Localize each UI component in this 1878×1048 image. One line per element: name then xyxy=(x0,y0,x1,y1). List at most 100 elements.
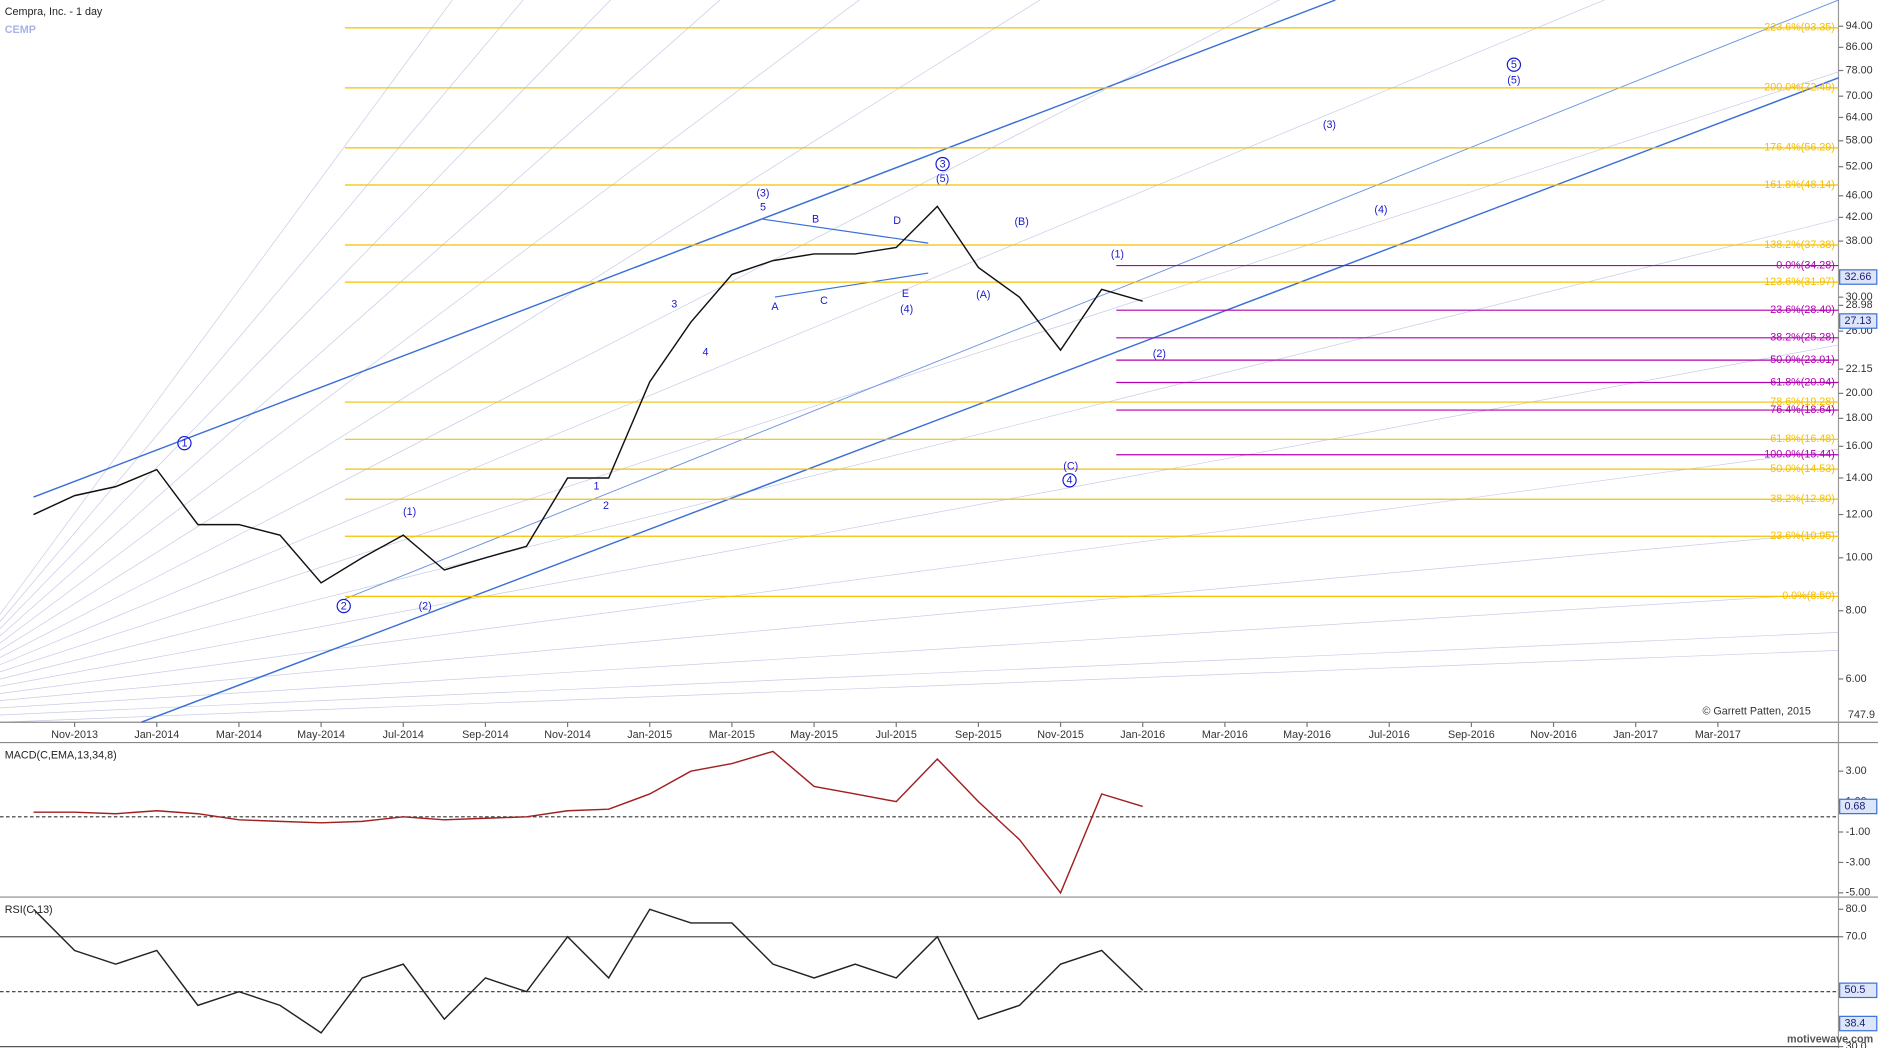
wave-label: (4) xyxy=(900,303,913,315)
fib-label: 223.6%(93.35) xyxy=(1764,22,1835,34)
value-marker-label: 32.66 xyxy=(1844,271,1871,283)
value-marker xyxy=(1839,982,1878,999)
wave-circle xyxy=(935,156,950,172)
y-tick-label: 28.98 xyxy=(1846,299,1873,311)
wave-label: 1 xyxy=(593,481,599,493)
wave-label: 5 xyxy=(1511,59,1517,71)
wave-label: 4 xyxy=(1067,475,1073,487)
fan-line xyxy=(0,0,453,615)
x-tick-label: Nov-2015 xyxy=(1037,729,1084,741)
y-tick-label: 30.0 xyxy=(1846,1040,1867,1048)
x-tick-label: Jan-2016 xyxy=(1120,729,1165,741)
y-tick-label: 6.00 xyxy=(1846,673,1867,685)
value-marker xyxy=(1839,313,1878,329)
x-tick-label: Jul-2016 xyxy=(1369,729,1410,741)
wave-circle xyxy=(336,598,351,614)
value-marker-label: 27.13 xyxy=(1844,315,1871,327)
x-tick-label: May-2015 xyxy=(790,729,838,741)
y-tick-label: 22.15 xyxy=(1846,363,1873,375)
x-tick-label: Mar-2016 xyxy=(1202,729,1248,741)
fib-label: 100.0%(15.44) xyxy=(1764,449,1835,461)
y-tick-label: 80.0 xyxy=(1846,903,1867,915)
wave-circle xyxy=(1062,473,1077,488)
series-line xyxy=(33,205,1143,584)
triangle-line xyxy=(774,272,929,298)
fan-line xyxy=(0,448,1839,694)
fib-label: 50.0%(14.53) xyxy=(1770,463,1835,475)
value-marker-label: 38.4 xyxy=(1844,1017,1865,1029)
x-tick-label: Jul-2015 xyxy=(876,729,917,741)
y-tick-label: 94.00 xyxy=(1846,20,1873,32)
symbol: CEMP xyxy=(5,24,36,36)
x-tick-label: Jul-2014 xyxy=(383,729,424,741)
fib-label: 0.0%(34.28) xyxy=(1776,259,1835,271)
y-tick-label: 3.00 xyxy=(1846,765,1867,777)
y-tick-label: 20.00 xyxy=(1846,387,1873,399)
fan-line xyxy=(0,0,524,622)
x-tick-label: Nov-2013 xyxy=(51,729,98,741)
fan-line xyxy=(0,0,860,644)
volume-label: 747.9 xyxy=(1848,709,1875,721)
x-tick-label: Mar-2014 xyxy=(216,729,262,741)
fib-label: 0.0%(8.50) xyxy=(1782,590,1835,602)
fan-line xyxy=(0,0,1041,651)
wave-label: (1) xyxy=(403,506,416,518)
x-tick-label: Mar-2015 xyxy=(709,729,755,741)
y-tick-label: 38.00 xyxy=(1846,235,1873,247)
wave-label: (3) xyxy=(1323,119,1336,131)
fib-label: 38.2%(25.28) xyxy=(1770,332,1835,344)
wave-label: (2) xyxy=(1153,348,1166,360)
triangle-line xyxy=(762,218,929,244)
wave-label: (C) xyxy=(1063,460,1078,472)
fib-label: 50.0%(23.01) xyxy=(1770,354,1835,366)
y-tick-label: 64.00 xyxy=(1846,111,1873,123)
x-tick-label: Jan-2014 xyxy=(134,729,179,741)
wave-label: C xyxy=(820,295,828,307)
fan-line xyxy=(0,0,1606,666)
y-tick-label: 8.00 xyxy=(1846,605,1867,617)
fan-line xyxy=(0,0,612,630)
y-tick-label: 16.00 xyxy=(1846,440,1873,452)
y-tick-label: 10.00 xyxy=(1846,552,1873,564)
wave-label: 5 xyxy=(760,202,766,214)
x-tick-label: Sep-2014 xyxy=(462,729,509,741)
fib-label: 23.6%(10.95) xyxy=(1770,530,1835,542)
value-marker xyxy=(1839,1015,1878,1032)
fib-label: 176.4%(56.29) xyxy=(1764,142,1835,154)
wave-label: D xyxy=(893,215,901,227)
fib-label: 161.8%(48.14) xyxy=(1764,179,1835,191)
y-tick-label: 12.00 xyxy=(1846,508,1873,520)
y-tick-label: 46.00 xyxy=(1846,190,1873,202)
fan-line xyxy=(0,632,1839,716)
x-tick-label: Mar-2017 xyxy=(1695,729,1741,741)
fan-line xyxy=(0,649,1839,723)
fib-label: 38.2%(12.80) xyxy=(1770,493,1835,505)
y-tick-label: 14.00 xyxy=(1846,472,1873,484)
fan-line xyxy=(0,218,1839,680)
wave-label: E xyxy=(902,288,909,300)
wave-label: A xyxy=(771,301,779,313)
value-marker-label: 50.5 xyxy=(1844,984,1865,996)
y-tick-label: 42.00 xyxy=(1846,211,1873,223)
rsi-title: RSI(C,13) xyxy=(5,904,53,916)
wave-label: B xyxy=(812,214,819,226)
chart-title: Cempra, Inc. - 1 day xyxy=(5,6,103,18)
wave-label: (5) xyxy=(936,173,949,185)
wave-label: 2 xyxy=(603,500,609,512)
wave-circle xyxy=(177,435,192,451)
wave-label: (1) xyxy=(1111,248,1124,260)
x-tick-label: Sep-2015 xyxy=(955,729,1002,741)
y-tick-label: 30.00 xyxy=(1846,291,1873,303)
wave-circle xyxy=(1506,57,1522,72)
x-tick-label: May-2016 xyxy=(1283,729,1331,741)
x-tick-label: Nov-2014 xyxy=(544,729,591,741)
y-tick-label: -3.00 xyxy=(1846,856,1871,868)
wave-label: 4 xyxy=(702,347,708,359)
x-tick-label: May-2014 xyxy=(297,729,345,741)
y-tick-label: 70.00 xyxy=(1846,90,1873,102)
wave-label: (5) xyxy=(1507,75,1520,87)
y-tick-label: 86.00 xyxy=(1846,41,1873,53)
fib-label: 200.0%(72.49) xyxy=(1764,82,1835,94)
